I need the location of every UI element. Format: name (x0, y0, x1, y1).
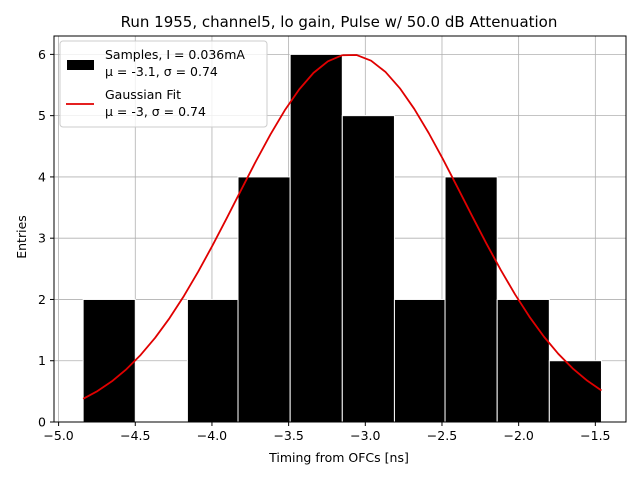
y-tick-label-2: 2 (38, 292, 46, 307)
y-tick-label-1: 1 (38, 353, 46, 368)
histogram-bar-4 (289, 53, 343, 423)
x-tick-label-5: −2.5 (427, 428, 457, 443)
gaussian-fit (82, 54, 602, 400)
histogram-bar-6 (393, 298, 446, 423)
histogram-bars (82, 53, 602, 423)
y-axis-label: Entries (14, 215, 29, 259)
histogram-bar-7 (444, 176, 498, 423)
legend-fit-label: Gaussian Fit (105, 87, 181, 102)
histogram-bar-2 (186, 298, 239, 423)
y-tick-label-5: 5 (38, 108, 46, 123)
x-axis-label: Timing from OFCs [ns] (268, 450, 409, 465)
histogram-bar-3 (237, 176, 291, 423)
histogram-bar-0 (82, 298, 136, 423)
gaussian-fit-line (82, 54, 602, 400)
histogram-bar-5 (341, 115, 395, 423)
y-tick-label-0: 0 (38, 415, 46, 430)
legend-box (59, 40, 268, 128)
x-axis-ticks: −5.0 −4.5 −4.0 −3.5 −3.0 −2.5 −2.0 −1.5 (43, 422, 611, 443)
x-tick-label-7: −1.5 (580, 428, 610, 443)
histogram-bar-8 (496, 298, 550, 423)
legend-samples-stats: μ = -3.1, σ = 0.74 (105, 64, 218, 79)
x-tick-label-6: −2.0 (503, 428, 533, 443)
y-tick-label-4: 4 (38, 169, 46, 184)
y-tick-label-3: 3 (38, 231, 46, 246)
y-axis-ticks: 0 1 2 3 4 5 6 (38, 47, 54, 430)
legend-samples-label: Samples, I = 0.036mA (105, 47, 245, 62)
plot-frame (53, 35, 627, 423)
x-tick-label-3: −3.5 (273, 428, 303, 443)
y-tick-label-6: 6 (38, 47, 46, 62)
legend: Samples, I = 0.036mA μ = -3.1, σ = 0.74 … (59, 40, 268, 128)
chart-title: Run 1955, channel5, lo gain, Pulse w/ 50… (121, 13, 558, 31)
x-tick-label-2: −4.0 (197, 428, 227, 443)
legend-fit-stats: μ = -3, σ = 0.74 (105, 104, 206, 119)
x-tick-label-0: −5.0 (43, 428, 73, 443)
x-tick-label-1: −4.5 (120, 428, 150, 443)
x-tick-label-4: −3.0 (350, 428, 380, 443)
legend-samples-swatch (67, 60, 94, 70)
